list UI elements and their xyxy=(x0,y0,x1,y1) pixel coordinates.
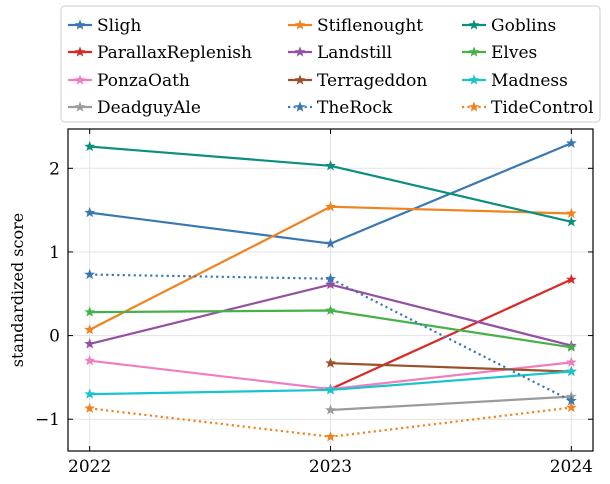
legend-item-madness: Madness xyxy=(462,71,568,91)
x-tick-label: 2023 xyxy=(309,457,352,477)
data-point xyxy=(84,324,96,335)
data-point xyxy=(565,341,577,352)
plot-area: −1 0 1 2 2022 2023 2024 xyxy=(35,128,594,477)
legend-marker xyxy=(468,74,480,85)
legend-item-sligh: Sligh xyxy=(68,16,141,36)
data-point xyxy=(325,278,336,290)
legend-item-ponzaoath: PonzaOath xyxy=(68,71,190,91)
data-point xyxy=(325,273,336,284)
legend-box xyxy=(60,5,601,123)
legend-marker xyxy=(468,46,480,57)
legend-label: Landstill xyxy=(317,43,392,63)
legend-item-stiflenought: Stiflenought xyxy=(288,16,423,36)
x-tick-label: 2022 xyxy=(68,457,111,477)
legend-marker xyxy=(294,101,306,112)
data-point xyxy=(325,304,336,316)
data-point xyxy=(325,237,336,249)
data-point xyxy=(84,140,96,152)
series-madness xyxy=(84,365,577,399)
data-point xyxy=(565,356,577,367)
legend-label: PonzaOath xyxy=(97,71,190,91)
legend-item-goblins: Goblins xyxy=(462,16,556,36)
legend-label: Sligh xyxy=(97,16,141,36)
y-axis-label: standardized score xyxy=(8,213,27,367)
data-point xyxy=(84,388,96,399)
data-point xyxy=(325,201,336,212)
data-point xyxy=(565,137,577,148)
data-point xyxy=(325,431,336,442)
legend-label: Madness xyxy=(491,71,568,91)
legend: Sligh Stiflenought Goblins ParallaxReplenis… xyxy=(60,5,601,123)
y-tick-label: 2 xyxy=(49,159,60,179)
data-point xyxy=(84,268,96,280)
y-tick-label: 1 xyxy=(49,243,60,263)
legend-label: TideControl xyxy=(491,98,594,118)
series-elves xyxy=(84,304,577,352)
series-therock xyxy=(84,268,577,406)
data-point xyxy=(565,207,577,219)
series-stiflenought xyxy=(84,201,577,335)
legend-label: ParallaxReplenish xyxy=(97,43,252,63)
legend-item-deadguyale: DeadguyAle xyxy=(68,98,201,118)
legend-label: Elves xyxy=(491,43,537,63)
legend-item-tidecontrol: TideControl xyxy=(462,98,594,118)
legend-item-parallaxreplenish: ParallaxReplenish xyxy=(68,43,252,63)
legend-item-elves: Elves xyxy=(462,43,537,63)
legend-marker xyxy=(74,101,86,112)
axis-ticks: −1 0 1 2 2022 2023 2024 xyxy=(35,129,593,477)
data-point xyxy=(325,404,336,415)
series-lines xyxy=(84,137,577,442)
data-point xyxy=(565,273,577,285)
legend-label: Goblins xyxy=(491,16,556,36)
data-point xyxy=(84,206,96,218)
y-tick-label: 0 xyxy=(49,327,60,347)
data-point xyxy=(325,384,336,395)
legend-marker xyxy=(74,46,86,57)
data-point xyxy=(325,160,336,171)
data-point xyxy=(84,355,96,366)
legend-label: Stiflenought xyxy=(317,16,423,36)
legend-label: DeadguyAle xyxy=(97,98,201,118)
data-point xyxy=(565,401,577,413)
series-tidecontrol xyxy=(84,401,577,442)
y-tick-label: −1 xyxy=(35,410,60,430)
data-point xyxy=(84,338,96,349)
legend-label: TheRock xyxy=(317,98,393,118)
series-line-parallaxreplenish xyxy=(330,278,572,391)
legend-marker xyxy=(294,19,306,30)
data-point xyxy=(325,357,336,368)
series-sligh xyxy=(84,137,577,249)
data-point xyxy=(565,216,577,227)
series-goblins xyxy=(84,140,577,227)
legend-item-terrageddon: Terrageddon xyxy=(288,71,427,91)
series-line-terrageddon xyxy=(330,362,572,373)
data-point xyxy=(565,365,577,377)
legend-marker xyxy=(294,74,306,85)
legend-label: Terrageddon xyxy=(317,71,427,91)
legend-item-landstill: Landstill xyxy=(288,43,392,63)
legend-marker xyxy=(294,46,306,57)
data-point xyxy=(84,402,96,413)
legend-marker xyxy=(74,19,86,30)
legend-marker xyxy=(468,101,480,112)
data-point xyxy=(84,306,96,317)
x-tick-label: 2024 xyxy=(550,457,593,477)
series-line-deadguyale xyxy=(330,395,572,412)
legend-item-therock: TheRock xyxy=(288,98,393,118)
legend-marker xyxy=(468,19,480,30)
legend-marker xyxy=(74,74,86,85)
